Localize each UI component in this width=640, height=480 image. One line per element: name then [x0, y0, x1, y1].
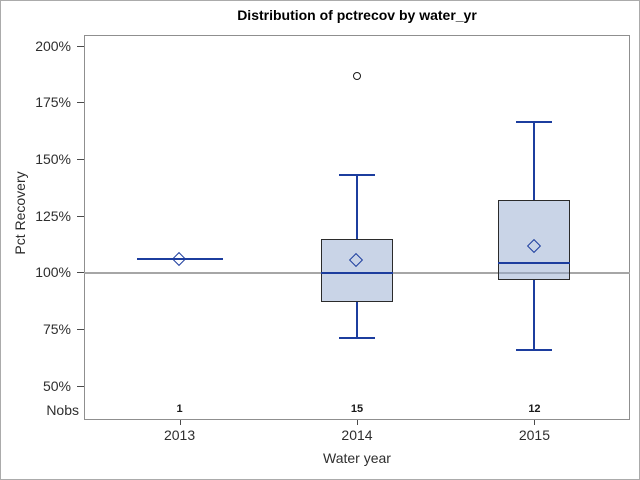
- median-line: [498, 262, 571, 265]
- y-tick-label: 125%: [35, 207, 71, 224]
- x-tick-mark: [534, 420, 536, 425]
- y-tick-mark: [77, 328, 84, 330]
- y-tick-mark: [77, 159, 84, 161]
- y-tick-label: 75%: [42, 320, 71, 337]
- lower-whisker-stem: [356, 302, 358, 339]
- nobs-value: 1: [176, 403, 183, 415]
- box-iqr: [321, 238, 393, 303]
- y-tick-label: 175%: [35, 94, 71, 111]
- nobs-row-label: Nobs: [46, 402, 79, 418]
- upper-whisker-cap: [339, 174, 375, 177]
- upper-whisker-stem: [533, 122, 536, 201]
- y-tick-mark: [77, 215, 84, 217]
- y-tick-mark: [77, 272, 84, 274]
- nobs-value: 12: [528, 403, 541, 415]
- x-axis-title: Water year: [323, 450, 391, 466]
- outlier-point: [352, 72, 361, 81]
- x-tick-label: 2013: [163, 427, 196, 443]
- x-tick-mark: [357, 420, 358, 425]
- x-tick-label: 2015: [518, 427, 551, 443]
- y-tick-mark: [77, 45, 84, 47]
- lower-whisker-cap: [516, 348, 553, 351]
- lower-whisker-stem: [533, 279, 536, 350]
- y-tick-mark: [77, 102, 84, 104]
- y-tick-label: 200%: [35, 37, 71, 54]
- lower-whisker-cap: [339, 337, 375, 340]
- upper-whisker-stem: [356, 175, 358, 239]
- x-tick-mark: [179, 420, 181, 425]
- y-tick-mark: [77, 385, 84, 387]
- y-tick-label: 150%: [35, 151, 71, 168]
- y-tick-label: 50%: [42, 377, 71, 394]
- plot-area: [84, 35, 630, 420]
- y-tick-label: 100%: [35, 264, 71, 281]
- nobs-value: 15: [350, 403, 364, 415]
- chart-title: Distribution of pctrecov by water_yr: [237, 7, 477, 23]
- box-iqr: [498, 200, 571, 280]
- upper-whisker-cap: [516, 121, 553, 124]
- x-tick-label: 2014: [341, 427, 373, 443]
- median-line: [321, 271, 393, 274]
- single-value-line: [136, 258, 223, 261]
